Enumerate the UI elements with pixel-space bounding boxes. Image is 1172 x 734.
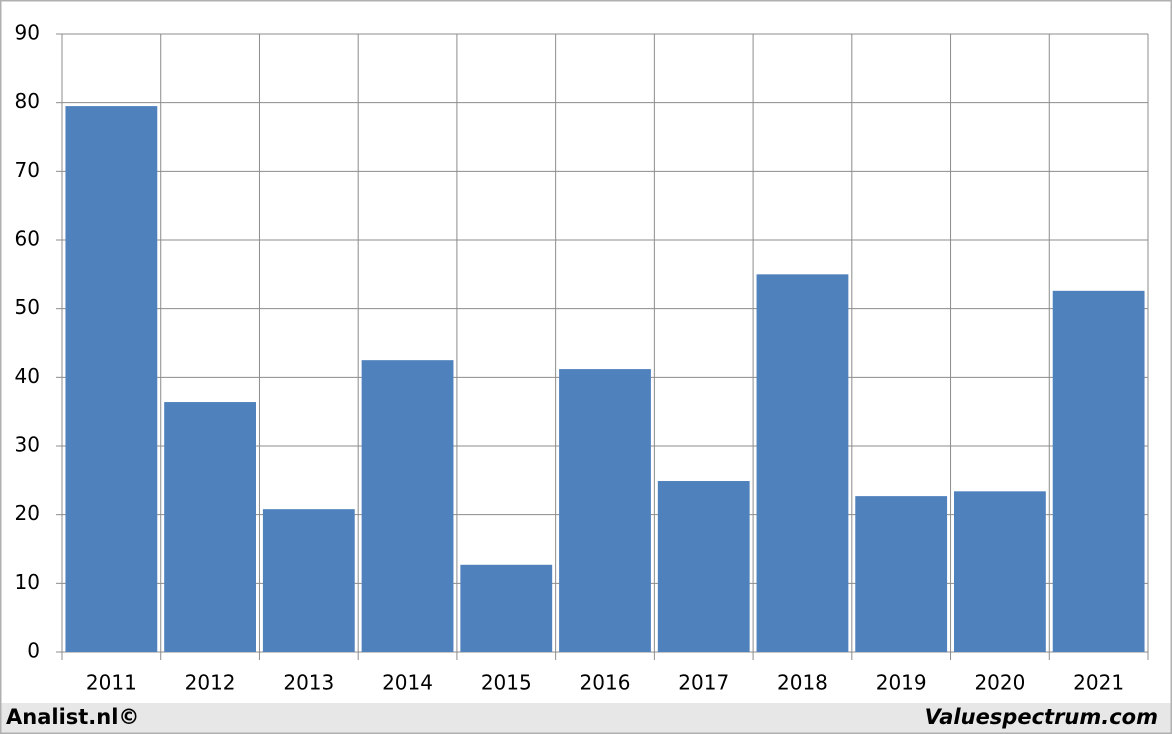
bar — [262, 509, 355, 652]
bar — [164, 402, 256, 652]
y-tick-label: 60 — [15, 227, 40, 251]
x-tick-label: 2013 — [283, 671, 334, 695]
bar — [65, 106, 158, 653]
x-tick-label: 2016 — [580, 671, 631, 695]
y-tick-label: 80 — [15, 89, 40, 113]
bar — [460, 564, 553, 652]
bar — [1052, 290, 1145, 652]
footer-left: Analist.nl© — [6, 705, 139, 729]
x-tick-label: 2021 — [1073, 671, 1124, 695]
footer-right: Valuespectrum.com — [925, 705, 1158, 729]
x-tick-label: 2011 — [86, 671, 137, 695]
y-tick-label: 50 — [15, 295, 40, 319]
bar — [954, 491, 1046, 652]
y-tick-label: 70 — [15, 158, 40, 182]
y-tick-label: 0 — [27, 639, 40, 663]
x-tick-label: 2018 — [777, 671, 828, 695]
bar — [559, 369, 651, 652]
x-tick-label: 2012 — [185, 671, 236, 695]
y-tick-label: 10 — [15, 570, 40, 594]
y-tick-label: 90 — [15, 21, 40, 45]
bar — [756, 274, 849, 652]
x-tick-label: 2015 — [481, 671, 532, 695]
x-tick-label: 2014 — [382, 671, 433, 695]
bar — [361, 360, 454, 652]
x-tick-label: 2019 — [876, 671, 927, 695]
x-tick-label: 2020 — [974, 671, 1025, 695]
bar — [855, 496, 948, 652]
y-tick-label: 20 — [15, 501, 40, 525]
bar — [657, 481, 750, 652]
footer-bar — [0, 703, 1172, 734]
y-tick-label: 40 — [15, 364, 40, 388]
y-tick-label: 30 — [15, 433, 40, 457]
x-tick-label: 2017 — [678, 671, 729, 695]
